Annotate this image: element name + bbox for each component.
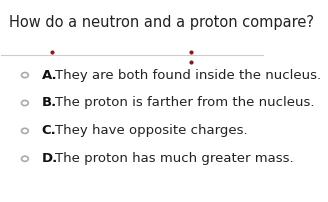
Text: D.: D. (42, 152, 58, 165)
Text: They are both found inside the nucleus.: They are both found inside the nucleus. (55, 69, 321, 82)
Text: C.: C. (42, 124, 57, 137)
Text: They have opposite charges.: They have opposite charges. (55, 124, 248, 137)
Text: A.: A. (42, 69, 57, 82)
Text: How do a neutron and a proton compare?: How do a neutron and a proton compare? (9, 15, 314, 30)
Text: The proton is farther from the nucleus.: The proton is farther from the nucleus. (55, 97, 315, 109)
Text: The proton has much greater mass.: The proton has much greater mass. (55, 152, 294, 165)
Text: B.: B. (42, 97, 57, 109)
